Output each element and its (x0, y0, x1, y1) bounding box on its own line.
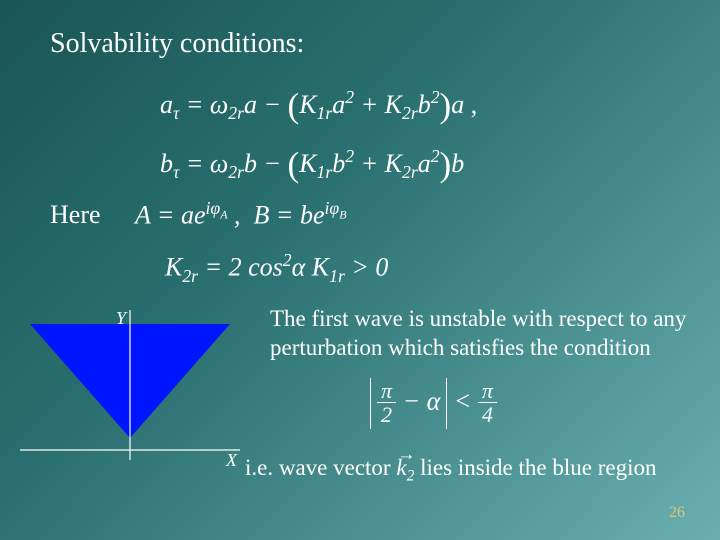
equation-AB: A = aeiφA , B = beiφB (135, 198, 347, 231)
inequality-condition: π2 − α < π4 (370, 378, 497, 429)
instability-text: The first wave is unstable with respect … (270, 305, 700, 363)
equation-K2r: K2r = 2 cos2α K1r > 0 (165, 250, 388, 287)
equation-b-tau: bτ = ω2rb − (K1rb2 + K2ra2)b (160, 139, 477, 192)
wave-vector-k2: k2 (396, 455, 414, 480)
region-svg: Y X (20, 310, 240, 470)
wave-vector-text: i.e. wave vector k2 lies inside the blue… (245, 455, 705, 486)
page-number: 26 (669, 504, 685, 522)
x-axis-label: X (225, 450, 238, 470)
solvability-equations: aτ = ω2ra − (K1ra2 + K2rb2)a , bτ = ω2rb… (160, 80, 477, 197)
slide-title: Solvability conditions: (50, 28, 304, 60)
wave-vector-suffix: lies inside the blue region (420, 455, 656, 480)
equation-a-tau: aτ = ω2ra − (K1ra2 + K2rb2)a , (160, 80, 477, 133)
wave-vector-prefix: i.e. wave vector (245, 455, 396, 480)
region-figure: Y X (20, 310, 240, 470)
here-label: Here (50, 200, 101, 230)
